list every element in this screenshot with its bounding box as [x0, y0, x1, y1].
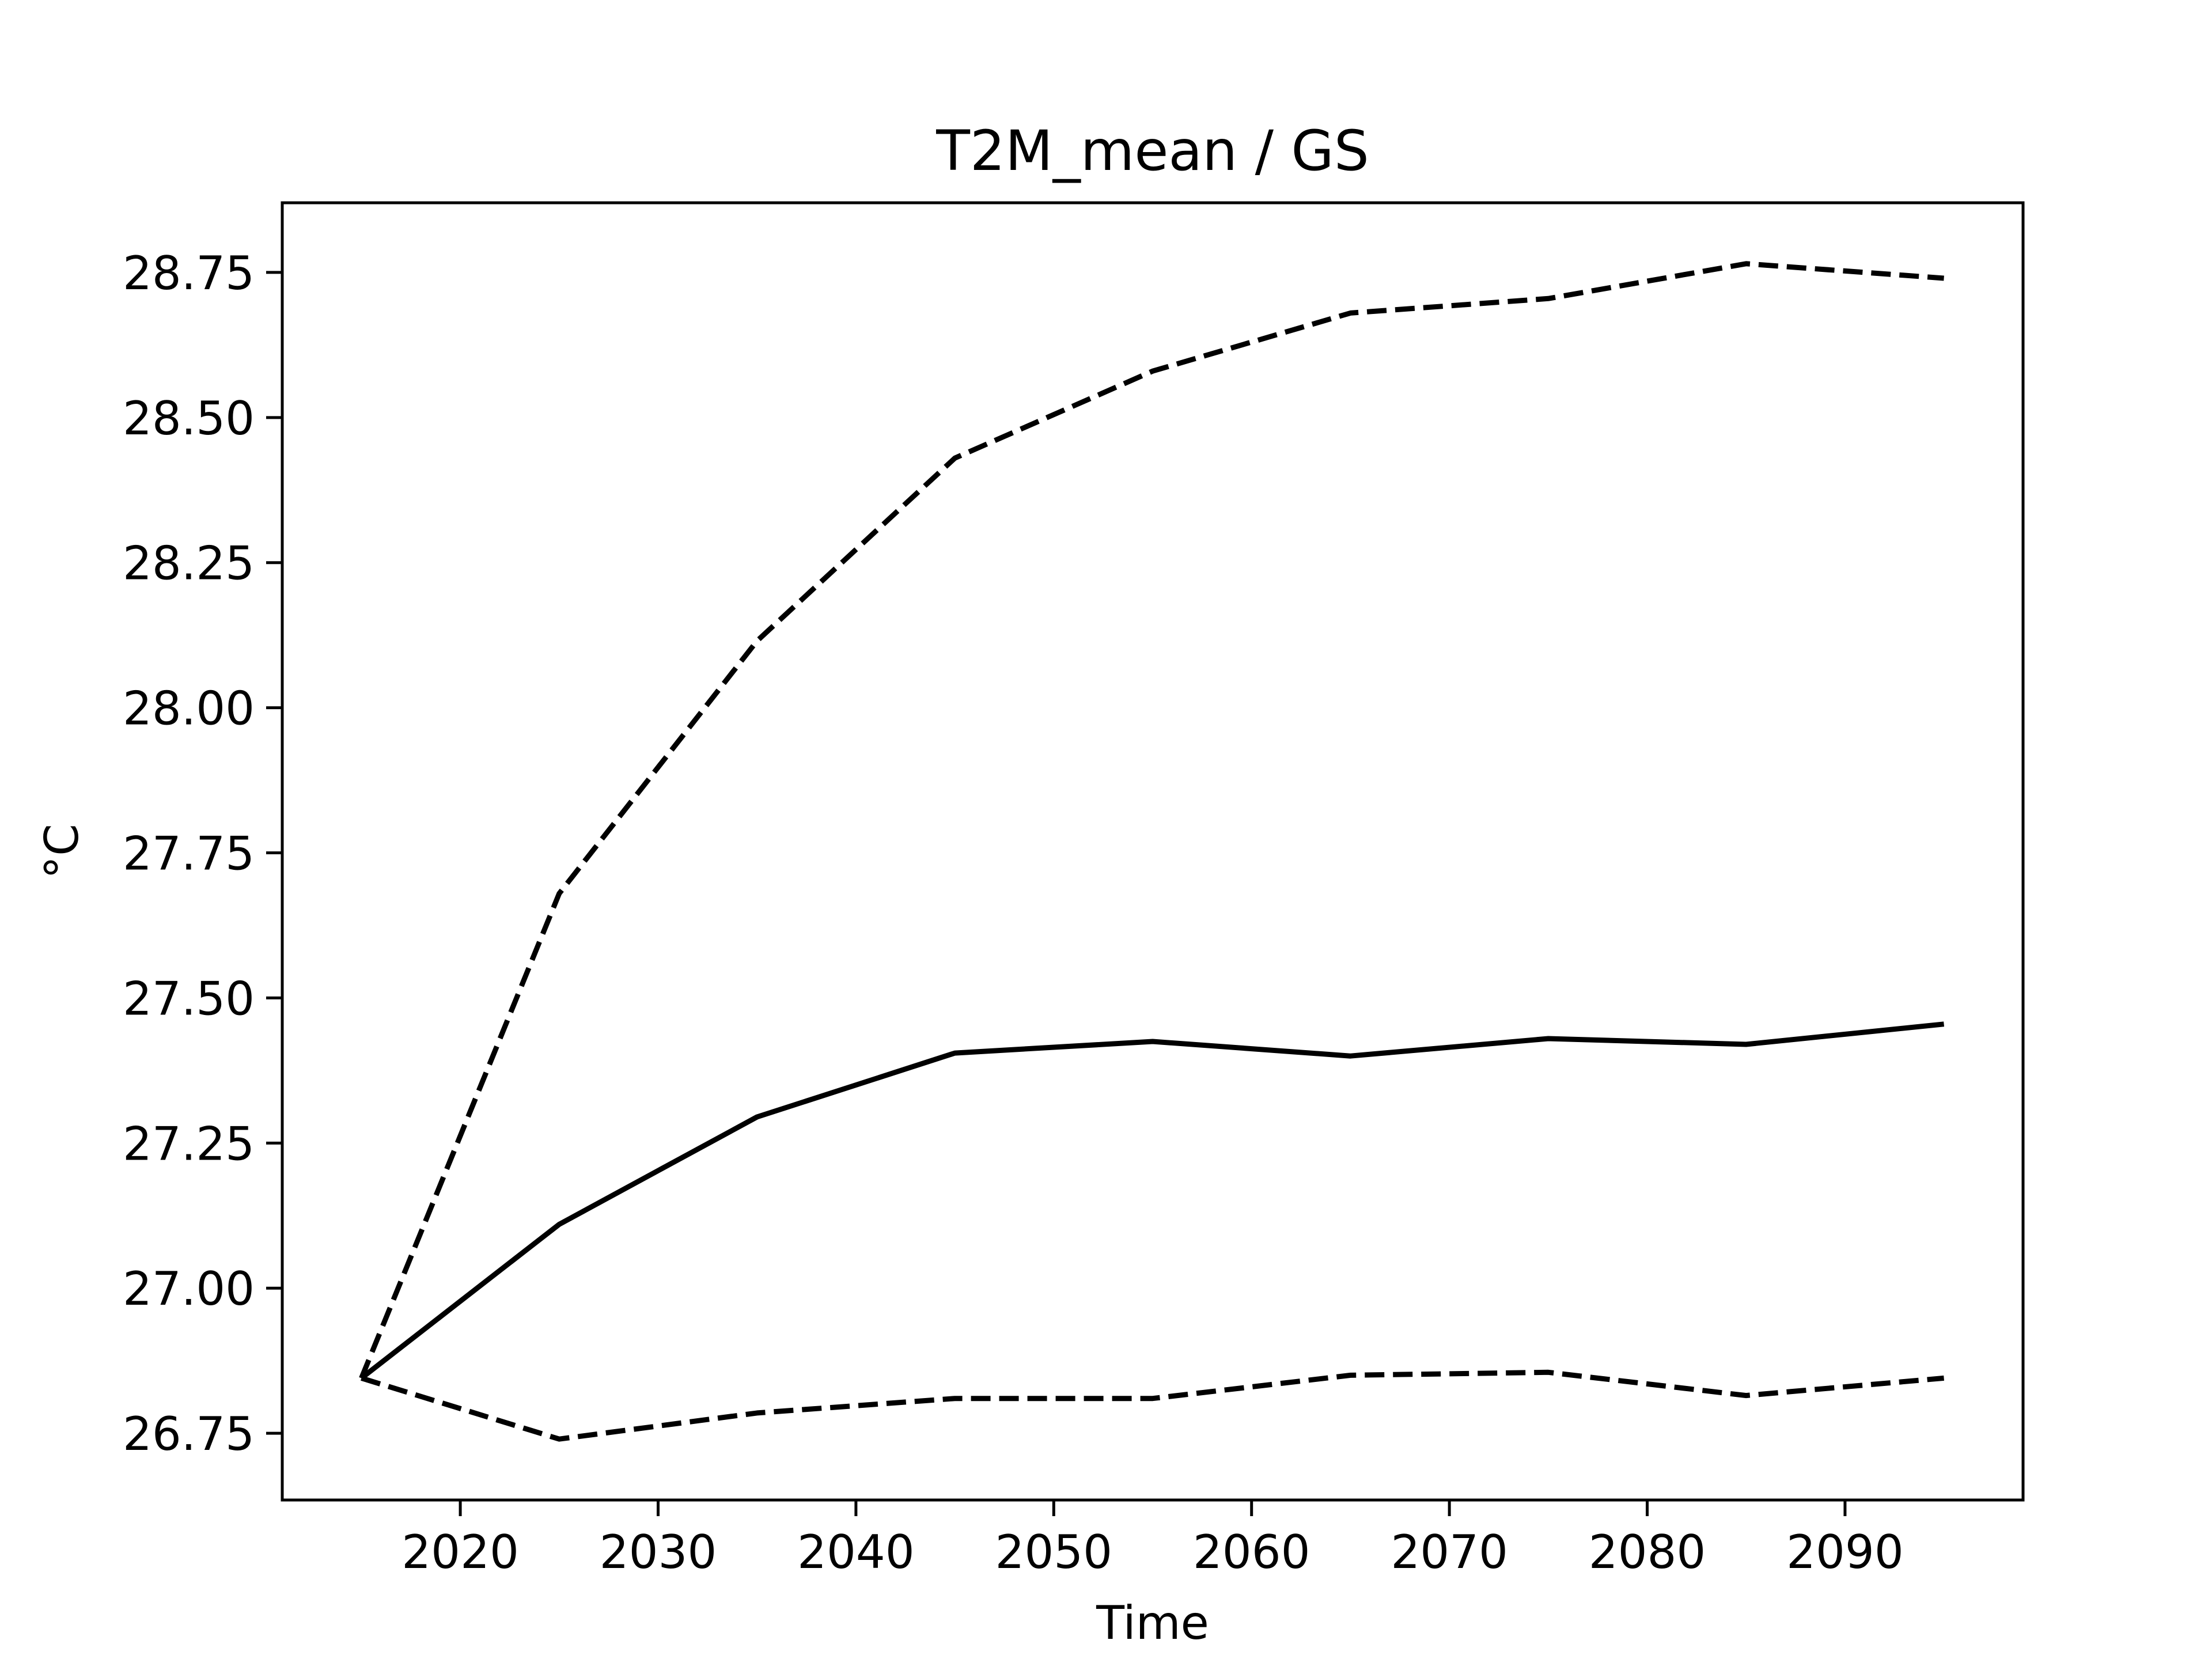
mean-solid-line [359, 1021, 1945, 1380]
x-tick-label: 2030 [600, 1525, 717, 1579]
x-axis-label: Time [1096, 1596, 1209, 1650]
y-tick-label: 28.50 [123, 392, 255, 445]
y-tick-label: 28.25 [123, 537, 255, 590]
y-tick-label: 28.75 [123, 247, 255, 300]
x-tick-label: 2070 [1391, 1525, 1508, 1579]
x-tick-label: 2050 [995, 1525, 1112, 1579]
y-tick-label: 27.00 [123, 1262, 255, 1316]
chart-title: T2M_mean / GS [935, 119, 1369, 183]
y-axis-label: °C [35, 824, 89, 879]
y-tick-label: 27.75 [123, 827, 255, 881]
plot-area-frame [281, 201, 2025, 1502]
y-tick-label: 27.50 [123, 972, 255, 1025]
upper-bound-dashed-line [359, 261, 1944, 1380]
y-axis-ticks: 26.75 27.00 27.25 27.50 27.75 28.00 28.25 28.50… [123, 247, 282, 1461]
lower-bound-dashed-line [361, 1369, 1944, 1442]
x-tick-label: 2020 [402, 1525, 519, 1579]
y-tick-label: 26.75 [123, 1407, 255, 1461]
x-tick-label: 2040 [797, 1525, 915, 1579]
x-axis-ticks: 2020 2030 2040 2050 2060 2070 2080 2090 [402, 1500, 1904, 1579]
series-layer [359, 261, 1945, 1442]
x-tick-label: 2090 [1786, 1525, 1904, 1579]
y-tick-label: 28.00 [123, 682, 255, 736]
x-tick-label: 2060 [1193, 1525, 1310, 1579]
y-tick-label: 27.25 [123, 1117, 255, 1171]
x-tick-label: 2080 [1589, 1525, 1706, 1579]
